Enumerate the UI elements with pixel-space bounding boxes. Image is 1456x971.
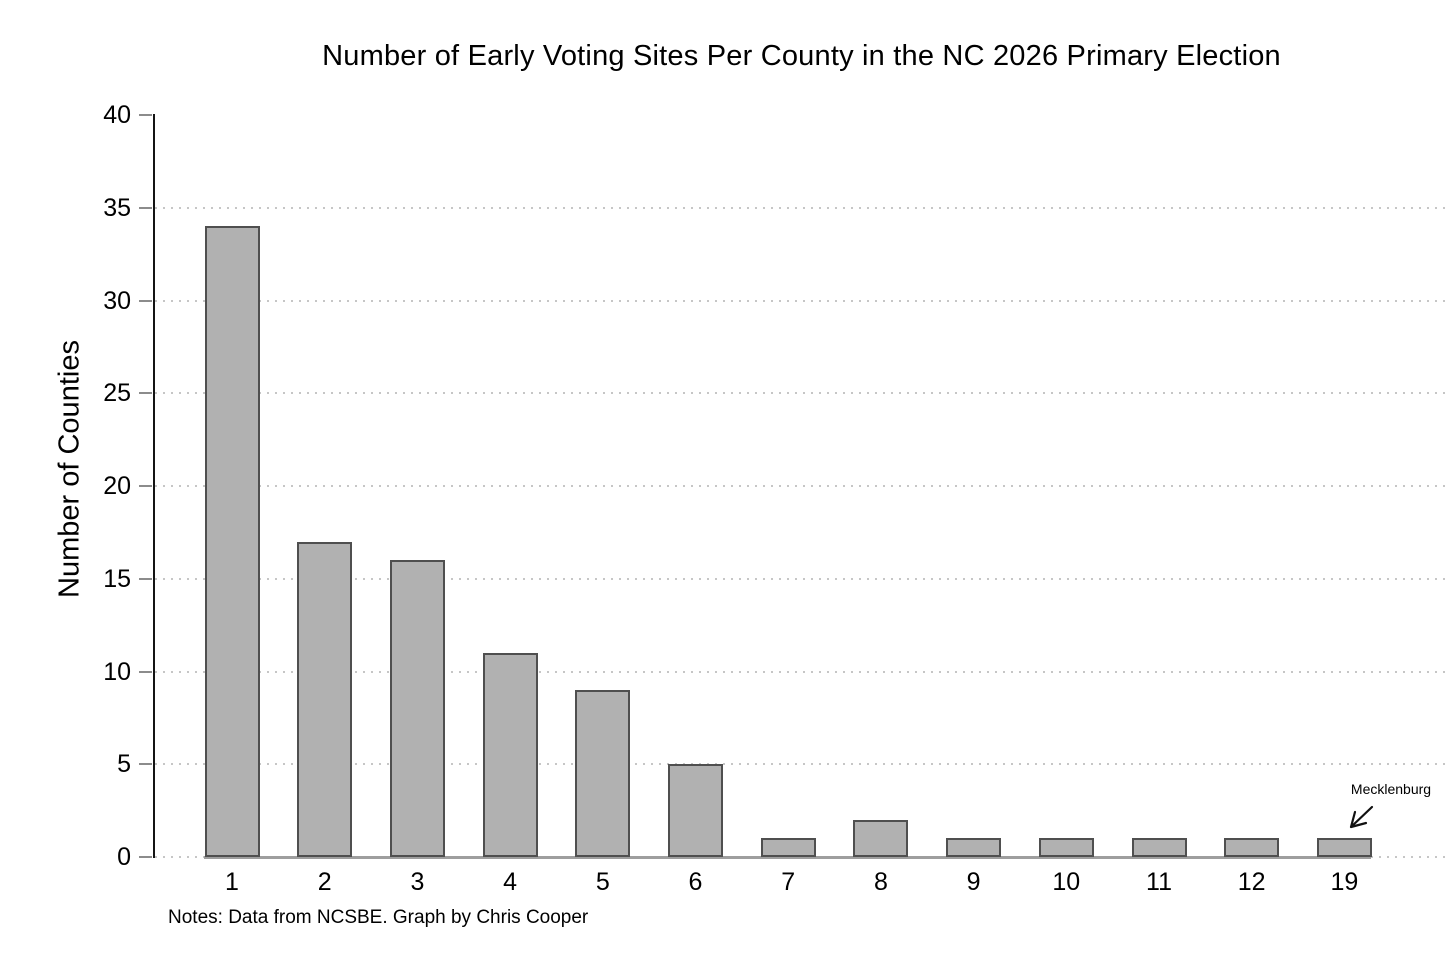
y-axis-label: Number of Counties	[53, 340, 86, 598]
annotation-label: Mecklenburg	[1350, 781, 1432, 797]
gridline	[155, 392, 1448, 395]
y-tick-label: 35	[103, 193, 131, 222]
x-tick-label: 12	[1237, 868, 1266, 896]
chart-title: Number of Early Voting Sites Per County …	[322, 40, 1281, 72]
gridline	[155, 577, 1448, 580]
y-tick-label: 20	[103, 472, 131, 500]
gridline	[155, 206, 1448, 209]
gridline	[155, 670, 1448, 673]
y-tick-mark	[139, 114, 152, 116]
x-tick-label: 1	[225, 868, 239, 896]
y-tick-label: 10	[103, 657, 131, 686]
y-tick-mark	[139, 299, 152, 302]
y-tick-mark	[139, 206, 152, 209]
bar	[297, 541, 353, 857]
x-tick-label: 3	[410, 868, 425, 896]
y-tick-mark	[139, 392, 152, 395]
x-tick-label: 10	[1052, 868, 1081, 896]
y-tick-label: 5	[117, 750, 131, 779]
gridline	[155, 763, 1448, 766]
y-tick-mark	[139, 577, 152, 580]
x-axis-line	[204, 856, 1371, 859]
bar	[482, 652, 538, 857]
y-tick-label: 40	[103, 101, 131, 129]
x-tick-label: 11	[1146, 868, 1172, 896]
bar	[946, 838, 1002, 857]
bar	[1038, 838, 1094, 857]
bar	[204, 226, 260, 857]
bar	[1316, 838, 1372, 857]
bar	[575, 690, 631, 857]
y-tick-label: 15	[103, 564, 131, 593]
gridline	[155, 485, 1448, 487]
y-tick-mark	[139, 763, 152, 766]
x-tick-label: 7	[781, 868, 796, 896]
x-tick-label: 8	[873, 868, 888, 896]
x-tick-label: 9	[966, 868, 981, 896]
plot-area: Mecklenburg 0 5 10 15 20 25 30 35 40 1 2 3 4 5 6 7 8 9 10 1…	[103, 102, 1448, 896]
bar	[853, 819, 909, 857]
annotation-mecklenburg: Mecklenburg	[1345, 781, 1437, 829]
y-tick-label: 30	[103, 286, 131, 315]
x-tick-label: 5	[595, 868, 610, 896]
x-tick-label: 19	[1330, 868, 1359, 896]
bar	[760, 838, 816, 857]
arrow-down-left-icon	[1349, 805, 1374, 829]
y-tick-mark	[139, 485, 152, 487]
bar	[1131, 838, 1187, 857]
x-tick-label: 4	[503, 868, 518, 896]
bar	[668, 764, 723, 857]
bar	[389, 560, 445, 857]
bar	[1224, 838, 1280, 857]
y-tick-label: 0	[117, 843, 131, 871]
x-tick-label: 2	[317, 868, 332, 896]
y-tick-label: 25	[103, 379, 131, 408]
notes-text: Notes: Data from NCSBE. Graph by Chris C…	[168, 907, 589, 928]
y-axis-line	[153, 114, 155, 858]
y-tick-mark	[139, 670, 152, 673]
x-tick-label: 6	[688, 868, 703, 896]
y-tick-mark	[139, 856, 152, 858]
gridline	[155, 299, 1448, 302]
